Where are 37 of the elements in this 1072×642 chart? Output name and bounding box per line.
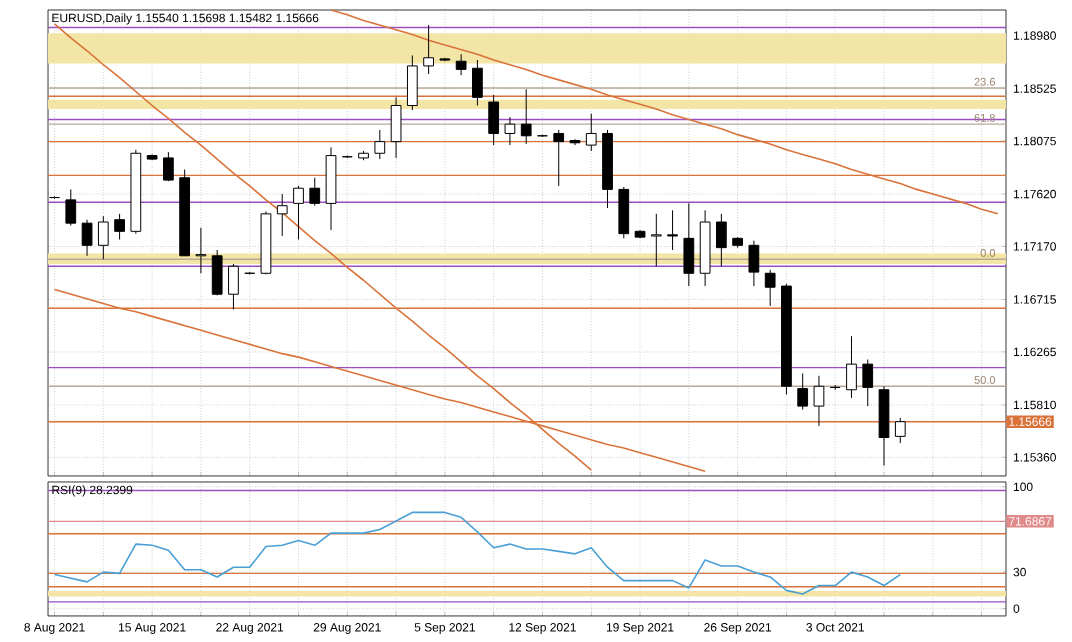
candlestick — [683, 202, 695, 287]
candlestick — [878, 385, 890, 466]
candlestick — [585, 113, 597, 152]
candlestick — [472, 59, 483, 107]
candlestick — [504, 116, 516, 146]
candlestick — [488, 94, 500, 146]
candlestick — [309, 177, 321, 207]
candlestick — [97, 215, 109, 260]
candlestick — [455, 53, 467, 76]
candlestick — [862, 358, 874, 407]
candlestick — [520, 88, 532, 145]
candlestick — [65, 188, 77, 226]
candlestick — [650, 213, 662, 267]
candlestick — [390, 96, 402, 159]
candlestick — [618, 186, 630, 239]
candlestick — [211, 249, 223, 296]
candlestick — [715, 213, 727, 267]
candlestick — [406, 54, 418, 111]
candlestick — [374, 129, 386, 160]
candlestick — [423, 24, 434, 75]
candlestick — [293, 185, 304, 240]
candlestick — [894, 417, 906, 444]
candlestick — [553, 129, 565, 187]
candlestick — [276, 193, 288, 237]
candlestick — [569, 138, 581, 146]
candlestick — [748, 240, 760, 287]
candlestick — [81, 219, 93, 257]
candlestick — [797, 372, 809, 411]
candlestick — [163, 151, 174, 182]
candlestick — [846, 335, 857, 399]
candlestick — [764, 269, 776, 307]
candlestick — [228, 263, 239, 310]
candlestick — [195, 227, 207, 274]
candlestick — [114, 213, 125, 240]
candlestick — [813, 375, 825, 427]
candlestick — [325, 146, 337, 231]
candlestick — [667, 209, 678, 251]
